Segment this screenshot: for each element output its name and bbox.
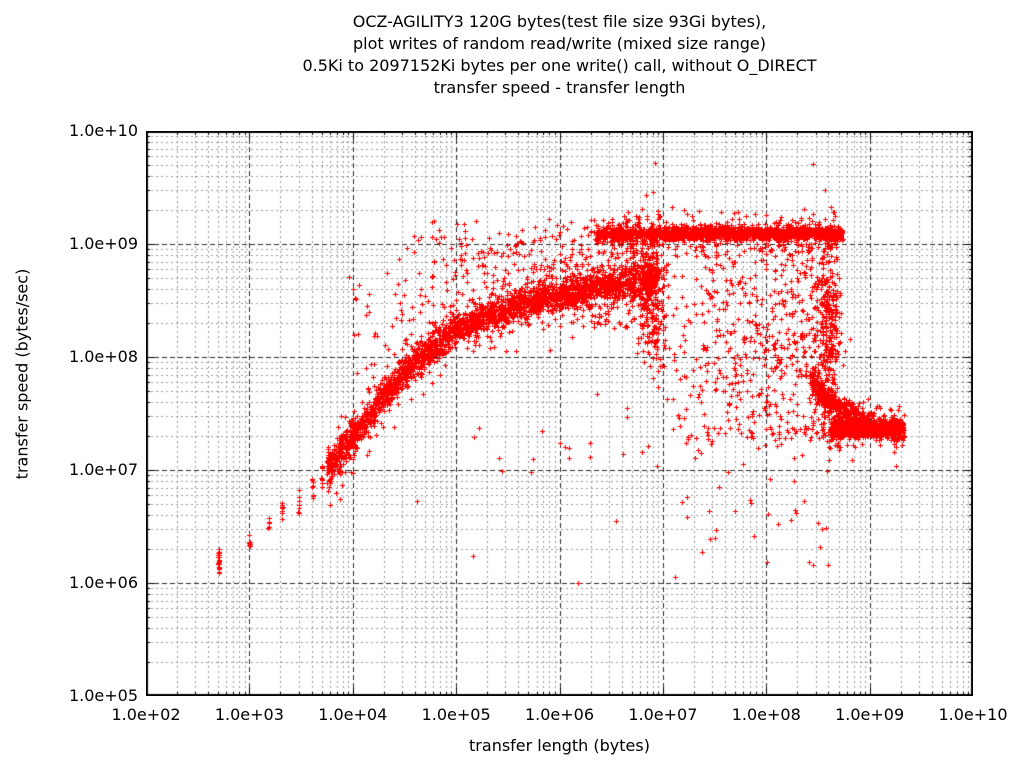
y-tick-label: 1.0e+10 bbox=[68, 121, 138, 140]
chart-title-line-2: plot writes of random read/write (mixed … bbox=[353, 34, 766, 53]
chart-title: OCZ-AGILITY3 120G bytes(test file size 9… bbox=[146, 11, 973, 99]
y-tick-label: 1.0e+09 bbox=[68, 234, 138, 253]
scatter-plot-canvas bbox=[146, 131, 973, 696]
x-axis-label: transfer length (bytes) bbox=[469, 736, 650, 755]
x-tick-label: 1.0e+08 bbox=[731, 705, 801, 724]
y-tick-label: 1.0e+08 bbox=[68, 347, 138, 366]
x-tick-label: 1.0e+03 bbox=[214, 705, 284, 724]
chart-title-line-4: transfer speed - transfer length bbox=[433, 78, 686, 97]
x-tick-label: 1.0e+09 bbox=[835, 705, 905, 724]
x-tick-label: 1.0e+02 bbox=[111, 705, 181, 724]
x-tick-label: 1.0e+06 bbox=[524, 705, 595, 724]
y-tick-label: 1.0e+05 bbox=[68, 686, 138, 705]
x-tick-label: 1.0e+04 bbox=[318, 705, 388, 724]
y-tick-label: 1.0e+07 bbox=[68, 460, 138, 479]
x-tick-label: 1.0e+10 bbox=[938, 705, 1008, 724]
x-tick-label: 1.0e+07 bbox=[628, 705, 698, 724]
x-tick-label: 1.0e+05 bbox=[421, 705, 491, 724]
y-axis-label: transfer speed (bytes/sec) bbox=[12, 268, 32, 480]
chart-title-line-3: 0.5Ki to 2097152Ki bytes per one write()… bbox=[302, 56, 817, 75]
chart-title-line-1: OCZ-AGILITY3 120G bytes(test file size 9… bbox=[352, 12, 767, 31]
y-tick-label: 1.0e+06 bbox=[68, 573, 138, 592]
